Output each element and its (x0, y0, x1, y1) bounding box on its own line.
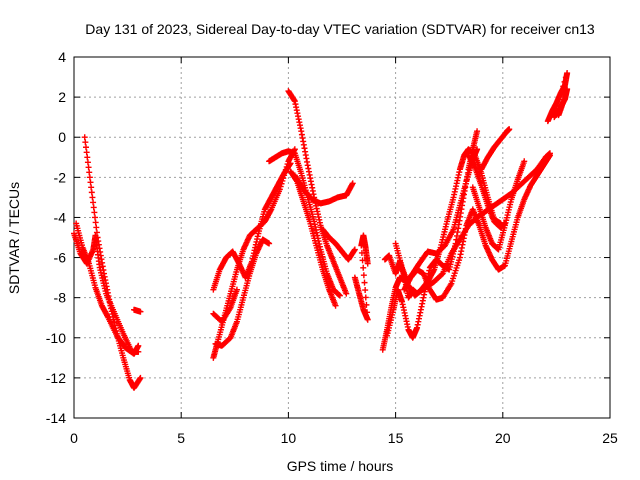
data-point-marker (82, 139, 89, 146)
y-tick-label: -14 (46, 410, 66, 426)
data-point-marker (559, 100, 566, 107)
series-track-s (401, 152, 553, 303)
y-tick-label: -4 (54, 209, 67, 225)
data-point-marker (90, 204, 97, 211)
data-point-marker (362, 294, 369, 301)
data-point-marker (83, 149, 90, 156)
data-point-marker (81, 134, 88, 141)
series-track-n (351, 232, 371, 323)
data-point-marker (91, 209, 98, 216)
data-point-marker (89, 194, 96, 201)
data-point-marker (360, 272, 367, 279)
data-point-marker (564, 70, 571, 77)
series-track-w (544, 70, 571, 125)
data-point-marker (506, 126, 513, 133)
data-point-marker (233, 286, 240, 293)
series-track-v (465, 152, 508, 231)
data-point-marker (332, 302, 339, 309)
data-point-marker (86, 174, 93, 181)
data-point-marker (84, 154, 91, 161)
data-point-marker (135, 342, 142, 349)
plot-frame (73, 56, 611, 419)
data-point-marker (521, 158, 528, 165)
data-point-marker (88, 189, 95, 196)
series-track-u (478, 126, 513, 173)
data-point-marker (363, 301, 370, 308)
data-point-marker (561, 78, 568, 85)
x-tick-label: 25 (602, 430, 618, 446)
series-track-g (210, 160, 294, 293)
data-point-marker (474, 128, 481, 135)
series-track-h (210, 286, 240, 325)
data-point-marker (137, 374, 144, 381)
data-point-marker (364, 260, 371, 267)
chart-title: Day 131 of 2023, Sidereal Day-to-day VTE… (85, 21, 595, 37)
data-point-marker (360, 264, 367, 271)
x-tick-label: 10 (281, 430, 297, 446)
data-point-marker (85, 164, 92, 171)
data-point-marker (351, 246, 358, 253)
data-point-marker (364, 309, 371, 316)
series-track-c (73, 220, 142, 357)
data-point-marker (287, 160, 294, 167)
grid-lines (74, 57, 610, 418)
data-point-marker (562, 74, 569, 81)
data-point-marker (93, 224, 100, 231)
data-point-marker (343, 290, 350, 297)
data-point-marker (501, 220, 508, 227)
x-tick-label: 5 (177, 430, 185, 446)
series-track-d (131, 306, 144, 315)
data-point-marker (92, 214, 99, 221)
data-point-marker (137, 308, 144, 315)
y-tick-label: 2 (58, 89, 66, 105)
data-point-marker (349, 180, 356, 187)
y-tick-label: -10 (46, 330, 66, 346)
y-tick-label: -8 (54, 290, 67, 306)
data-point-marker (83, 144, 90, 151)
series-track-t (469, 158, 528, 253)
series-track-m (319, 226, 358, 263)
data-points (71, 70, 571, 391)
x-tick-label: 20 (495, 430, 511, 446)
y-axis-label: SDTVAR / TECUs (6, 182, 22, 294)
data-point-marker (93, 229, 100, 236)
data-point-marker (361, 279, 368, 286)
data-point-marker (362, 287, 369, 294)
y-tick-label: -2 (54, 169, 67, 185)
data-point-marker (546, 152, 553, 159)
data-point-marker (364, 316, 371, 323)
data-point-marker (336, 292, 343, 299)
series-track-l (291, 172, 356, 207)
data-point-marker (86, 169, 93, 176)
data-point-marker (87, 179, 94, 186)
x-tick-label: 0 (70, 430, 78, 446)
data-point-marker (266, 240, 273, 247)
data-point-marker (560, 83, 567, 90)
data-point-marker (92, 219, 99, 226)
data-point-marker (90, 199, 97, 206)
x-tick-label: 15 (388, 430, 404, 446)
y-tick-label: -12 (46, 370, 66, 386)
y-tick-label: 0 (58, 129, 66, 145)
axis-ticks: 0 5 10 15 20 25 -14 -12 -10 -8 -6 -4 -2 0 2 4 (46, 49, 618, 446)
series-track-j (285, 88, 350, 297)
data-point-marker (88, 184, 95, 191)
y-tick-label: -6 (54, 250, 67, 266)
series-track-i (266, 148, 343, 299)
y-tick-label: 4 (58, 49, 66, 65)
data-point-marker (557, 92, 564, 99)
x-axis-label: GPS time / hours (287, 458, 394, 474)
data-point-marker (84, 159, 91, 166)
